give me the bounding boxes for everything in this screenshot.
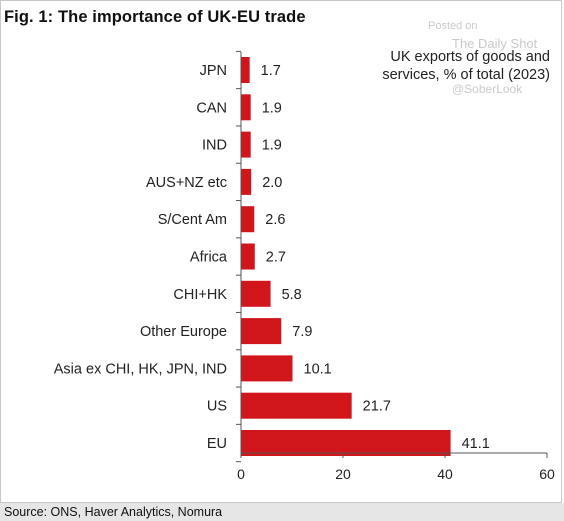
category-label-9: US [207,399,227,415]
value-label-3: 2.0 [262,175,282,191]
x-tick-label-1: 20 [335,466,351,482]
value-label-5: 2.7 [266,250,286,266]
value-label-9: 21.7 [363,399,391,415]
category-label-10: EU [207,436,227,452]
bar-0 [241,57,250,83]
x-tick-label-2: 40 [437,466,453,482]
x-tick-label-0: 0 [237,466,245,482]
bar-9 [241,392,352,419]
bar-8 [241,355,293,382]
category-label-7: Other Europe [140,324,227,340]
watermark-posted: Posted on [428,20,478,32]
bar-3 [241,168,252,195]
bar-10 [241,430,451,456]
value-label-6: 5.8 [282,287,302,303]
category-label-8: Asia ex CHI, HK, JPN, IND [54,361,227,377]
category-label-6: CHI+HK [173,287,227,303]
bar-2 [241,131,251,158]
value-label-8: 10.1 [304,361,332,377]
chart-title: Fig. 1: The importance of UK-EU trade [4,8,306,26]
value-label-2: 1.9 [262,138,282,154]
category-label-1: CAN [196,100,227,116]
category-label-2: IND [202,138,227,154]
x-tick-label-3: 60 [539,466,555,482]
category-label-5: Africa [190,250,228,266]
chart-subtitle: UK exports of goods and services, % of t… [382,49,550,83]
category-label-4: S/Cent Am [158,212,227,228]
category-label-0: JPN [200,63,227,79]
category-label-3: AUS+NZ etc [146,175,227,191]
value-label-7: 7.9 [292,324,312,340]
value-label-0: 1.7 [261,63,281,79]
value-label-10: 41.1 [462,436,490,452]
bar-6 [241,280,271,307]
value-label-4: 2.6 [265,212,285,228]
value-label-1: 1.9 [262,100,282,116]
chart-frame [0,0,562,503]
watermark-handle: @SoberLook [452,82,523,96]
bar-7 [241,318,282,345]
bar-chart: JPN 1.7 CAN 1.9 IND 1.9 AUS+NZ etc 2.0 S/Cent Am… [54,50,555,482]
bar-4 [241,206,255,233]
watermark-site: The Daily Shot [452,36,538,51]
bar-5 [241,243,255,270]
source-note: Source: ONS, Haver Analytics, Nomura [0,503,564,521]
bar-1 [241,94,251,121]
